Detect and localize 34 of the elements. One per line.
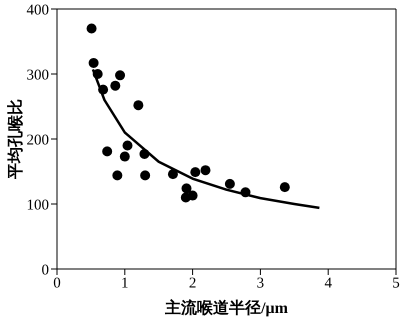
x-tick-label: 3	[256, 276, 264, 292]
x-tick-label: 2	[188, 276, 196, 292]
y-tick-label: 200	[26, 132, 49, 148]
point	[98, 84, 108, 95]
point	[224, 178, 235, 189]
point	[92, 69, 103, 79]
x-tick-label: 0	[53, 276, 61, 292]
point	[88, 58, 99, 68]
point	[122, 140, 133, 150]
y-tick-label: 0	[42, 262, 49, 278]
point	[139, 148, 150, 159]
point	[190, 167, 200, 178]
point	[188, 190, 198, 201]
point	[110, 80, 120, 91]
point	[280, 182, 290, 192]
point	[240, 187, 250, 198]
x-tick-label: 4	[324, 276, 332, 292]
point	[112, 170, 122, 180]
point	[120, 152, 130, 162]
y-tick-label: 100	[26, 197, 49, 214]
x-tick-label: 1	[121, 276, 129, 292]
point	[200, 165, 210, 176]
y-axis-title: 平均孔喉比	[6, 99, 24, 180]
y-tick-label: 400	[26, 2, 49, 18]
point	[182, 183, 192, 194]
point	[140, 170, 150, 180]
point	[86, 24, 97, 34]
x-tick-label: 5	[392, 276, 400, 292]
point	[102, 146, 112, 156]
point	[133, 100, 144, 110]
y-tick-label: 300	[26, 67, 49, 84]
point	[168, 169, 178, 180]
point	[115, 70, 126, 80]
x-axis-title: 主流喉道半径/μm	[164, 298, 289, 317]
